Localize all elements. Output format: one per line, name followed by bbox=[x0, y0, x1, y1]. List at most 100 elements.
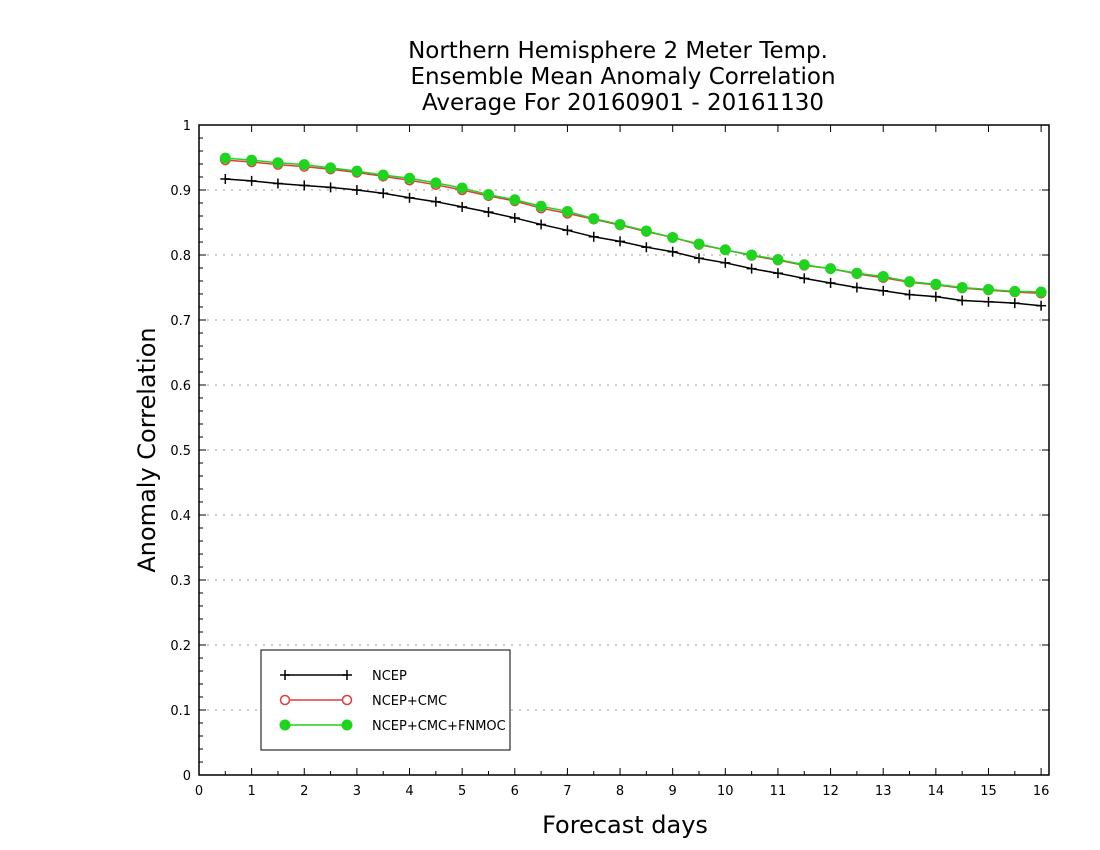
data-point-ncep bbox=[509, 212, 520, 223]
data-point-ncep-cmc-fnmoc bbox=[246, 154, 258, 166]
x-tick-label: 10 bbox=[717, 784, 734, 799]
series-layer bbox=[219, 152, 1047, 311]
data-point-ncep bbox=[851, 282, 862, 293]
data-point-ncep bbox=[457, 201, 468, 212]
x-axis-label: Forecast days bbox=[542, 811, 708, 839]
legend-entry-ncep: NCEP bbox=[280, 669, 407, 684]
y-tick-label: 0.2 bbox=[170, 639, 191, 654]
data-point-ncep bbox=[246, 175, 257, 186]
x-tick-label: 5 bbox=[458, 784, 466, 799]
x-tick-label: 6 bbox=[511, 784, 519, 799]
data-point-ncep-cmc-fnmoc bbox=[772, 254, 784, 266]
data-point-ncep bbox=[1036, 300, 1047, 311]
data-point-ncep bbox=[667, 246, 678, 257]
data-point-ncep bbox=[957, 295, 968, 306]
legend-entries: NCEP NCEP+CMC NCEP+CMC+FNMOC bbox=[279, 669, 506, 734]
data-point-ncep-cmc-fnmoc bbox=[904, 276, 916, 288]
x-tick-label: 4 bbox=[405, 784, 413, 799]
data-point-ncep bbox=[694, 253, 704, 264]
data-point-ncep-cmc-fnmoc bbox=[798, 259, 810, 271]
x-tick-label: 0 bbox=[195, 784, 203, 799]
legend-entry-ncep-cmc-fnmoc: NCEP+CMC+FNMOC bbox=[279, 719, 506, 734]
data-point-ncep-cmc-fnmoc bbox=[1035, 286, 1047, 298]
legend-marker bbox=[341, 719, 353, 731]
data-point-ncep bbox=[351, 185, 362, 195]
legend: NCEP NCEP+CMC NCEP+CMC+FNMOC bbox=[260, 649, 511, 751]
data-point-ncep bbox=[404, 192, 415, 203]
data-point-ncep bbox=[615, 236, 626, 247]
series-ncep bbox=[220, 173, 1047, 311]
x-tick-label: 3 bbox=[353, 784, 361, 799]
x-tick-label: 9 bbox=[669, 784, 677, 799]
y-tick-label: 0.1 bbox=[170, 704, 191, 719]
data-point-ncep-cmc-fnmoc bbox=[667, 231, 679, 243]
x-tick-label: 11 bbox=[770, 784, 787, 799]
chart-title-line-3: Average For 20160901 - 20161130 bbox=[422, 90, 824, 116]
data-point-ncep-cmc-fnmoc bbox=[272, 157, 284, 169]
y-tick-label: 0.4 bbox=[170, 509, 191, 524]
data-point-ncep-cmc-fnmoc bbox=[377, 169, 389, 181]
data-point-ncep-cmc-fnmoc bbox=[509, 194, 521, 206]
data-point-ncep-cmc-fnmoc bbox=[851, 267, 863, 279]
legend-label: NCEP+CMC+FNMOC bbox=[372, 719, 506, 734]
x-tick-label: 7 bbox=[563, 784, 571, 799]
data-point-ncep-cmc-fnmoc bbox=[456, 182, 468, 194]
legend-label: NCEP bbox=[372, 669, 407, 684]
data-point-ncep bbox=[720, 257, 731, 268]
data-point-ncep bbox=[272, 178, 283, 189]
data-point-ncep-cmc-fnmoc bbox=[1009, 285, 1021, 297]
legend-marker bbox=[342, 670, 352, 680]
gridlines bbox=[199, 189, 1049, 711]
data-point-ncep-cmc-fnmoc bbox=[219, 152, 231, 164]
plot-frame bbox=[198, 124, 1050, 776]
data-point-ncep-cmc-fnmoc bbox=[693, 238, 705, 250]
legend-label: NCEP+CMC bbox=[372, 694, 447, 709]
data-point-ncep bbox=[588, 231, 599, 242]
data-point-ncep-cmc-fnmoc bbox=[482, 189, 494, 201]
y-tick-label: 0.8 bbox=[170, 249, 191, 264]
data-point-ncep bbox=[325, 182, 336, 193]
x-tick-label: 1 bbox=[247, 784, 255, 799]
data-point-ncep-cmc-fnmoc bbox=[298, 159, 310, 171]
legend-marker bbox=[341, 694, 353, 706]
x-tick-label: 14 bbox=[928, 784, 945, 799]
series-ncep-cmc-fnmoc bbox=[219, 152, 1047, 298]
x-tick-label: 8 bbox=[616, 784, 624, 799]
data-point-ncep bbox=[772, 268, 783, 279]
data-point-ncep bbox=[483, 207, 494, 218]
y-tick-label: 1 bbox=[183, 119, 191, 134]
y-tick-label: 0.9 bbox=[170, 184, 191, 199]
x-tick-label: 16 bbox=[1033, 784, 1050, 799]
data-point-ncep-cmc-fnmoc bbox=[351, 165, 363, 177]
data-point-ncep-cmc-fnmoc bbox=[535, 200, 547, 212]
y-tick-label: 0.5 bbox=[170, 444, 191, 459]
data-point-ncep-cmc-fnmoc bbox=[982, 283, 994, 295]
data-point-ncep-cmc-fnmoc bbox=[956, 282, 968, 293]
y-tick-label: 0.7 bbox=[170, 314, 191, 329]
x-tick-label: 13 bbox=[875, 784, 892, 799]
data-point-ncep bbox=[799, 273, 810, 284]
data-point-ncep bbox=[536, 219, 547, 230]
y-axis-label: Anomaly Correlation bbox=[133, 327, 161, 572]
data-point-ncep bbox=[378, 188, 389, 199]
data-point-ncep bbox=[299, 180, 310, 191]
legend-marker bbox=[280, 670, 290, 680]
data-point-ncep bbox=[930, 291, 941, 302]
data-point-ncep-cmc-fnmoc bbox=[325, 162, 337, 174]
data-point-ncep bbox=[904, 289, 915, 300]
chart-title-line-1: Northern Hemisphere 2 Meter Temp. bbox=[408, 38, 828, 64]
data-point-ncep bbox=[1009, 298, 1020, 309]
data-point-ncep-cmc-fnmoc bbox=[719, 244, 731, 256]
data-point-ncep bbox=[641, 242, 652, 253]
x-tick-label: 2 bbox=[300, 784, 308, 799]
chart-title-line-2: Ensemble Mean Anomaly Correlation bbox=[410, 64, 835, 90]
data-point-ncep bbox=[878, 285, 889, 296]
legend-entry-ncep-cmc: NCEP+CMC bbox=[279, 694, 447, 709]
data-point-ncep bbox=[746, 263, 757, 274]
y-tick-label: 0 bbox=[183, 769, 191, 784]
legend-marker bbox=[279, 694, 291, 706]
data-point-ncep bbox=[825, 277, 836, 288]
data-point-ncep-cmc-fnmoc bbox=[825, 263, 837, 275]
